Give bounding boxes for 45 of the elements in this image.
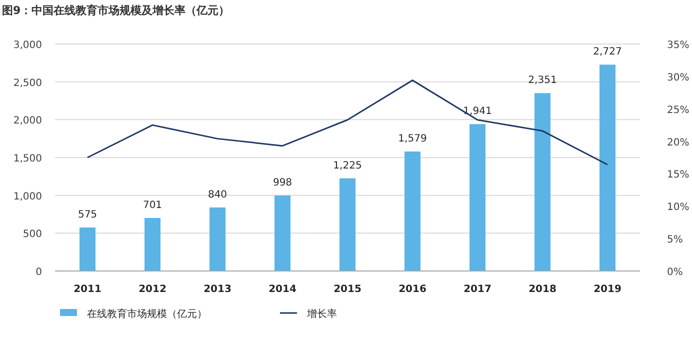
- bar: [404, 152, 420, 271]
- x-tick-label: 2015: [334, 284, 362, 295]
- y-tick-label: 1,000: [13, 191, 42, 202]
- y-tick-label: 2,500: [13, 78, 42, 89]
- x-tick-label: 2016: [398, 284, 426, 295]
- bar: [470, 124, 486, 271]
- y2-tick-label: 35%: [667, 40, 690, 51]
- data-label: 1,579: [398, 134, 427, 145]
- y-tick-label: 1,500: [13, 154, 42, 164]
- data-label: 575: [78, 209, 98, 220]
- data-label: 701: [142, 200, 162, 211]
- y-tick-label: 3,000: [13, 40, 42, 51]
- x-tick-label: 2011: [74, 284, 102, 295]
- legend-label: 增长率: [306, 308, 337, 320]
- data-label: 2,351: [528, 75, 557, 86]
- y2-tick-label: 5%: [667, 234, 683, 246]
- y-tick-label: 500: [22, 229, 42, 240]
- x-tick-label: 2018: [528, 284, 556, 295]
- bar: [340, 178, 356, 271]
- y2-tick-label: 30%: [667, 72, 690, 84]
- bar: [210, 207, 226, 271]
- legend-label: 在线教育市场规模（亿元）: [87, 308, 207, 320]
- y2-tick-label: 25%: [667, 104, 690, 116]
- bar: [80, 227, 96, 271]
- chart-title: 图9：中国在线教育市场规模及增长率（亿元）: [2, 4, 230, 17]
- bar: [144, 218, 160, 271]
- x-tick-label: 2019: [594, 284, 622, 295]
- bar: [600, 64, 616, 271]
- x-tick-label: 2013: [204, 284, 232, 295]
- x-tick-label: 2017: [464, 284, 492, 295]
- data-label: 840: [208, 189, 228, 200]
- bar: [534, 93, 550, 271]
- y-tick-label: 2,000: [13, 116, 42, 127]
- data-label: 1,941: [463, 106, 492, 118]
- x-tick-label: 2012: [138, 284, 166, 295]
- y2-tick-label: 0%: [667, 267, 683, 278]
- data-label: 2,727: [593, 46, 622, 58]
- data-label: 1,225: [333, 160, 362, 172]
- y2-tick-label: 10%: [667, 202, 690, 214]
- x-tick-label: 2014: [268, 284, 296, 295]
- y2-tick-label: 20%: [667, 137, 690, 148]
- data-label: 998: [272, 177, 292, 188]
- y-tick-label: 0: [36, 267, 42, 278]
- bar: [274, 195, 290, 271]
- y2-tick-label: 15%: [667, 170, 690, 181]
